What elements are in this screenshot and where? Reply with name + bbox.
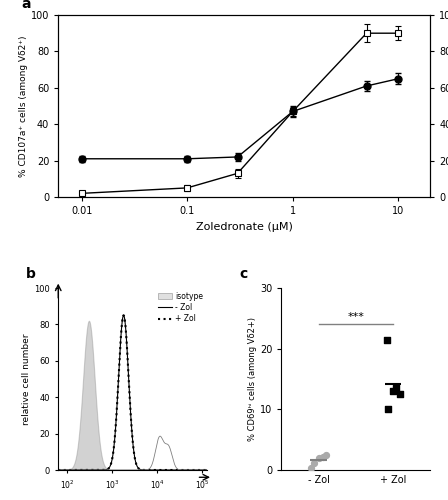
Y-axis label: relative cell number: relative cell number xyxy=(22,334,31,425)
Point xyxy=(385,406,392,413)
Y-axis label: % CD107a⁺ cells (among Vδ2⁺): % CD107a⁺ cells (among Vδ2⁺) xyxy=(19,35,28,177)
Point xyxy=(323,451,330,459)
Text: a: a xyxy=(21,0,30,12)
Point xyxy=(389,387,396,395)
Y-axis label: % CD69ʰⁱ cells (among Vδ2+): % CD69ʰⁱ cells (among Vδ2+) xyxy=(248,317,257,441)
Point xyxy=(383,336,391,344)
Text: c: c xyxy=(240,266,248,280)
Point xyxy=(397,390,404,398)
Point xyxy=(310,458,318,466)
Point xyxy=(319,452,327,460)
Point xyxy=(315,454,322,462)
Text: b: b xyxy=(26,266,35,280)
Legend: isotype, - Zol, + Zol: isotype, - Zol, + Zol xyxy=(158,292,203,324)
Point xyxy=(307,464,314,472)
Point xyxy=(392,384,400,392)
X-axis label: Zoledronate (μM): Zoledronate (μM) xyxy=(196,222,293,232)
Text: ***: *** xyxy=(347,312,364,322)
